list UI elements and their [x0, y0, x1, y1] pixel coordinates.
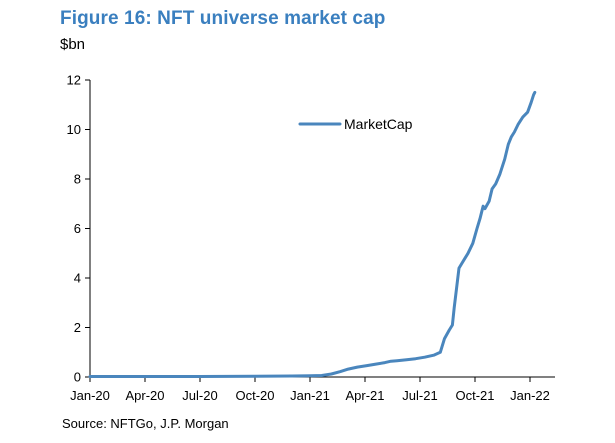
series-line-marketcap — [88, 90, 537, 378]
x-tick-label: Apr-20 — [125, 388, 164, 403]
y-tick-label: 8 — [74, 172, 81, 187]
x-tick-label: Jan-20 — [70, 388, 110, 403]
x-tick-label: Apr-21 — [345, 388, 384, 403]
x-tick-label: Jul-21 — [402, 388, 437, 403]
legend: MarketCap — [298, 116, 413, 132]
source-note: Source: NFTGo, J.P. Morgan — [62, 416, 229, 431]
series-layer — [88, 90, 537, 378]
y-axis: 0 2 4 6 8 10 12 — [67, 73, 91, 385]
y-tick-label: 10 — [67, 122, 81, 137]
x-tick-label: Jul-20 — [182, 388, 217, 403]
y-axis-unit-label: $bn — [60, 36, 86, 53]
y-tick-label: 6 — [74, 221, 81, 236]
legend-label: MarketCap — [344, 116, 413, 132]
y-tick-label: 0 — [74, 370, 81, 385]
x-axis: Jan-20 Apr-20 Jul-20 Oct-20 Jan-21 Apr-21 Jul-… — [70, 376, 555, 403]
x-tick-label: Oct-20 — [235, 388, 274, 403]
chart-title: Figure 16: NFT universe market cap — [60, 8, 386, 29]
y-tick-label: 4 — [74, 271, 81, 286]
x-tick-label: Jan-21 — [290, 388, 330, 403]
y-tick-label: 2 — [74, 320, 81, 335]
x-tick-label: Oct-21 — [455, 388, 494, 403]
x-tick-label: Jan-22 — [510, 388, 550, 403]
y-tick-label: 12 — [67, 73, 81, 88]
